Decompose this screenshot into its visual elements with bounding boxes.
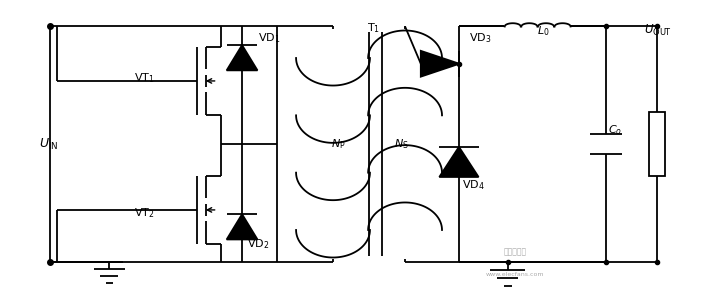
Text: $\mathrm{VD}_2$: $\mathrm{VD}_2$	[247, 237, 269, 251]
Text: $\mathrm{T}_1$: $\mathrm{T}_1$	[367, 21, 380, 35]
Text: 电子发烧友: 电子发烧友	[503, 247, 526, 256]
Text: $\mathrm{VD}_1$: $\mathrm{VD}_1$	[258, 31, 280, 45]
Text: $U_{\mathrm{OUT}}$: $U_{\mathrm{OUT}}$	[644, 23, 672, 38]
Text: $N_{\mathrm{S}}$: $N_{\mathrm{S}}$	[394, 137, 409, 151]
Text: www.elecfans.com: www.elecfans.com	[486, 272, 544, 277]
Polygon shape	[440, 147, 479, 177]
Text: $\mathrm{VT}_2$: $\mathrm{VT}_2$	[134, 206, 154, 220]
Text: $L_0$: $L_0$	[536, 24, 549, 38]
Text: $C_o$: $C_o$	[608, 123, 622, 137]
Bar	[649, 113, 665, 175]
Polygon shape	[421, 51, 459, 77]
Text: $N_{\mathrm{P}}$: $N_{\mathrm{P}}$	[332, 137, 346, 151]
Text: $\mathrm{VD}_4$: $\mathrm{VD}_4$	[463, 179, 485, 192]
Text: $U_{\mathrm{IN}}$: $U_{\mathrm{IN}}$	[39, 137, 59, 151]
Polygon shape	[226, 214, 257, 239]
Text: $\mathrm{VD}_3$: $\mathrm{VD}_3$	[470, 31, 492, 45]
Polygon shape	[226, 45, 257, 70]
Text: $\mathrm{VT}_1$: $\mathrm{VT}_1$	[134, 71, 154, 85]
